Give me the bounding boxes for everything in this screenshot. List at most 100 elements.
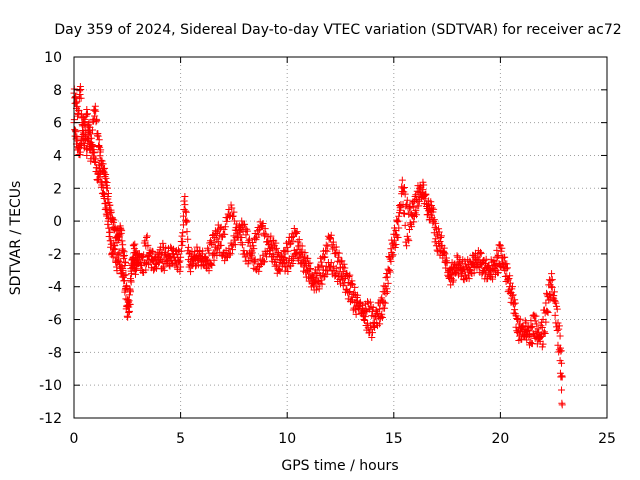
data-point — [178, 232, 186, 240]
data-point — [511, 306, 519, 314]
data-point — [535, 334, 543, 342]
data-point — [428, 214, 436, 222]
data-point — [251, 257, 259, 265]
data-point — [86, 123, 94, 131]
data-point — [441, 250, 449, 258]
data-series-ac72 — [70, 83, 566, 409]
data-point — [396, 204, 404, 212]
data-point — [169, 245, 177, 253]
data-point — [174, 246, 182, 254]
data-point — [274, 248, 282, 256]
data-point — [399, 201, 407, 209]
data-point — [327, 263, 335, 271]
data-point — [245, 237, 253, 245]
data-point — [477, 261, 485, 269]
data-point — [452, 269, 460, 277]
data-point — [494, 253, 502, 261]
data-point — [144, 241, 152, 249]
data-point — [485, 262, 493, 270]
data-point — [226, 251, 234, 259]
data-point — [401, 221, 409, 229]
data-point — [405, 204, 413, 212]
data-point — [398, 183, 406, 191]
data-point — [226, 250, 234, 258]
data-point — [384, 279, 392, 287]
data-point — [144, 256, 152, 264]
data-point — [346, 271, 354, 279]
data-point — [84, 110, 92, 118]
data-point — [424, 201, 432, 209]
data-point — [198, 250, 206, 258]
data-point — [345, 289, 353, 297]
data-point — [169, 250, 177, 258]
data-point — [230, 208, 238, 216]
data-point — [532, 327, 540, 335]
plot-frame — [73, 56, 608, 419]
data-point — [348, 277, 356, 285]
data-point — [142, 266, 150, 274]
y-tick-label: 0 — [53, 214, 62, 230]
data-point — [383, 273, 391, 281]
data-point — [283, 263, 291, 271]
y-axis-label: SDTVAR / TECUs — [8, 181, 24, 296]
data-point — [543, 291, 551, 299]
data-point — [199, 247, 207, 255]
data-point — [509, 299, 517, 307]
data-point — [539, 316, 547, 324]
data-point — [442, 254, 450, 262]
data-point — [405, 237, 413, 245]
data-point — [174, 257, 182, 265]
data-point — [306, 270, 314, 278]
data-point — [216, 224, 224, 232]
data-point — [305, 260, 313, 268]
data-point — [394, 234, 402, 241]
data-point — [466, 257, 474, 265]
data-point — [336, 275, 344, 283]
data-point — [246, 242, 254, 250]
data-point — [422, 190, 430, 198]
data-point — [314, 278, 322, 286]
data-point — [408, 223, 416, 231]
data-point — [414, 196, 422, 204]
data-point — [337, 280, 344, 288]
data-point — [470, 269, 478, 277]
data-point — [409, 198, 417, 206]
data-point — [522, 319, 530, 327]
data-point — [415, 202, 423, 210]
data-point — [542, 299, 550, 307]
data-point — [168, 247, 176, 255]
data-point — [556, 357, 564, 365]
y-tick-label: -12 — [39, 411, 62, 427]
data-point — [472, 258, 480, 266]
data-point — [466, 266, 474, 274]
data-point — [84, 135, 92, 143]
data-point — [323, 247, 331, 255]
data-point — [422, 202, 430, 210]
data-point — [556, 332, 564, 340]
data-point — [378, 294, 386, 302]
data-point — [404, 235, 412, 243]
data-point — [523, 336, 531, 344]
data-point — [384, 265, 392, 273]
data-point — [120, 252, 128, 260]
data-point — [329, 238, 337, 246]
data-point — [406, 219, 414, 227]
data-point — [210, 256, 218, 264]
data-point — [176, 267, 184, 275]
data-point — [180, 205, 188, 213]
data-point — [103, 210, 111, 218]
data-point — [181, 201, 189, 209]
y-tick-label: 2 — [53, 181, 62, 197]
data-point — [109, 215, 117, 223]
data-point — [437, 234, 445, 241]
data-point — [393, 216, 401, 224]
data-point — [119, 266, 127, 274]
data-point — [399, 184, 407, 192]
data-point — [131, 240, 139, 248]
data-point — [261, 225, 269, 233]
data-point — [92, 107, 100, 115]
data-point — [541, 309, 549, 317]
data-point — [340, 275, 348, 283]
data-point — [543, 289, 551, 297]
y-tick-label: 8 — [53, 83, 62, 99]
